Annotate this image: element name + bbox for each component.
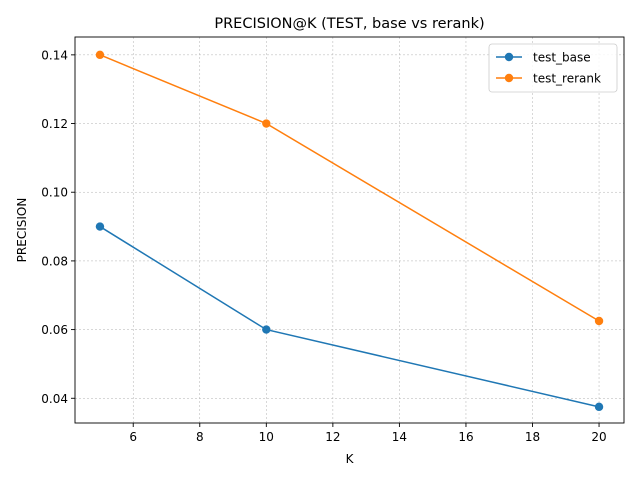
series-layer [95,50,604,412]
y-axis-ticks: 0.04 0.06 0.08 0.10 0.12 0.14 [41,48,75,406]
y-tick-label: 0.12 [41,117,68,131]
x-tick-label: 12 [325,430,340,444]
legend-box [488,43,618,93]
data-point-test_rerank [594,316,604,326]
data-point-test_base [95,222,105,231]
x-tick-label: 8 [196,430,204,444]
legend-label-test_base: test_base [533,51,591,65]
x-axis-ticks: 6 8 10 12 14 16 18 20 [129,423,607,444]
x-axis-label: K [346,452,355,466]
plot-area-frame [74,36,625,424]
y-tick-label: 0.08 [41,254,68,268]
y-tick-label: 0.04 [41,392,68,406]
legend-marker-test_rerank [504,73,514,83]
data-point-test_base [262,325,271,334]
x-tick-label: 14 [392,430,407,444]
y-tick-label: 0.06 [41,323,68,337]
legend-marker-test_base [504,52,514,62]
y-tick-label: 0.14 [41,48,68,62]
x-tick-label: 10 [259,430,274,444]
x-tick-label: 18 [525,430,540,444]
x-tick-label: 20 [591,430,606,444]
y-tick-label: 0.10 [41,186,68,200]
data-point-test_rerank [262,119,271,128]
chart-title: PRECISION@K (TEST, base vs rerank) [214,16,484,32]
x-tick-label: 16 [458,430,473,444]
legend: test_base test_rerank [488,43,618,93]
data-point-test_rerank [95,50,105,60]
y-axis-label: PRECISION [15,198,29,263]
x-tick-label: 6 [129,430,137,444]
legend-label-test_rerank: test_rerank [533,72,601,86]
data-point-test_base [594,402,604,412]
